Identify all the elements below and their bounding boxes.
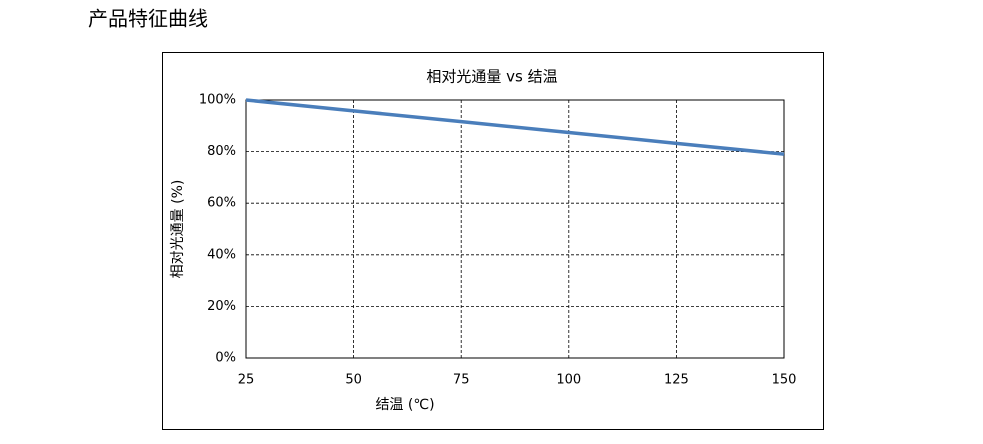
- x-tick-label: 125: [664, 373, 689, 388]
- y-tick-label: 100%: [199, 93, 236, 108]
- x-tick-label: 100: [556, 373, 581, 388]
- x-tick-label: 50: [345, 373, 362, 388]
- y-tick-label: 80%: [207, 144, 236, 159]
- chart-title: 相对光通量 vs 结温: [426, 68, 557, 86]
- plot-area: [245, 99, 785, 359]
- page-heading: 产品特征曲线: [88, 7, 208, 31]
- chart-frame: [162, 52, 824, 430]
- x-tick-label: 75: [453, 373, 470, 388]
- y-tick-label: 60%: [207, 196, 236, 211]
- x-tick-label: 25: [238, 373, 255, 388]
- y-axis-title: 相对光通量 (%): [170, 180, 186, 279]
- y-tick-label: 20%: [207, 299, 236, 314]
- x-tick-label: 150: [772, 373, 797, 388]
- y-tick-label: 40%: [207, 247, 236, 262]
- y-tick-label: 0%: [215, 351, 236, 366]
- x-axis-title: 结温 (℃): [375, 397, 434, 413]
- data-line: [245, 98, 785, 156]
